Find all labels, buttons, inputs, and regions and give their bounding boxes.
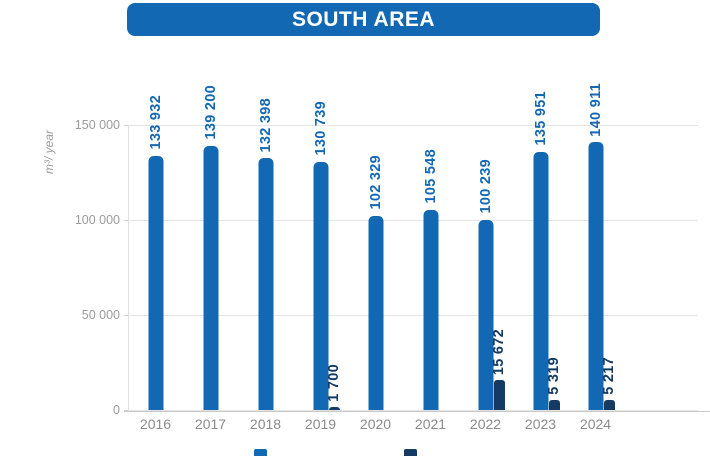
bar-main-2017 bbox=[203, 145, 218, 410]
bar-secondary-2024 bbox=[603, 400, 615, 410]
bar-group-2017: 139 200 bbox=[183, 85, 238, 410]
bar-secondary-2022 bbox=[493, 380, 505, 410]
gridline bbox=[128, 410, 698, 411]
bar-value-label-2016: 133 932 bbox=[147, 95, 164, 150]
bar-group-2016: 133 932 bbox=[128, 95, 183, 410]
bar-secondary-value-label-2023: 5 319 bbox=[546, 357, 562, 395]
x-axis-label-2020: 2020 bbox=[359, 416, 392, 432]
gridline bbox=[128, 315, 698, 316]
y-axis-line bbox=[128, 125, 129, 410]
bar-main-2022 bbox=[478, 219, 493, 410]
x-axis-label-2023: 2023 bbox=[524, 416, 557, 432]
x-axis-label-2016: 2016 bbox=[139, 416, 172, 432]
x-axis-label-2019: 2019 bbox=[304, 416, 337, 432]
x-axis-label-2017: 2017 bbox=[194, 416, 227, 432]
bar-groups: 133 932 139 200 132 398 130 739 1 700 102 329… bbox=[128, 83, 623, 410]
gridline bbox=[128, 125, 698, 126]
bar-main-2020 bbox=[368, 215, 383, 410]
axis-tick-mark bbox=[124, 315, 128, 316]
bar-main-2019 bbox=[313, 161, 328, 410]
x-axis-label-2018: 2018 bbox=[249, 416, 282, 432]
chart-title-banner: SOUTH AREA bbox=[127, 3, 600, 36]
bar-group-2022: 100 239 15 672 bbox=[458, 125, 513, 410]
legend-series-1-swatch bbox=[254, 449, 267, 456]
bar-value-label-2023: 135 951 bbox=[532, 91, 549, 146]
bar-main-2016 bbox=[148, 155, 163, 410]
bar-group-2020: 102 329 bbox=[348, 125, 403, 410]
axis-tick-mark bbox=[124, 220, 128, 221]
bar-group-2024: 140 911 5 217 bbox=[568, 83, 623, 410]
x-axis-category-labels: 2016 2017 2018 2019 2020 2021 2022 2023 2024 bbox=[128, 416, 623, 432]
bar-secondary-2019 bbox=[328, 406, 340, 410]
bar-group-2019: 130 739 1 700 bbox=[293, 101, 348, 410]
bar-secondary-value-label-2022: 15 672 bbox=[491, 329, 507, 376]
bar-group-2021: 105 548 bbox=[403, 125, 458, 410]
y-axis-tick-label: 0 bbox=[113, 403, 120, 417]
bar-value-label-2017: 139 200 bbox=[202, 85, 219, 140]
x-axis-label-2024: 2024 bbox=[579, 416, 612, 432]
bar-value-label-2018: 132 398 bbox=[257, 97, 274, 153]
bar-value-label-2024: 140 911 bbox=[587, 82, 604, 137]
bar-group-2023: 135 951 5 319 bbox=[513, 91, 568, 410]
bar-secondary-value-label-2019: 1 700 bbox=[326, 363, 342, 402]
y-axis-tick-label: 50 000 bbox=[81, 308, 120, 322]
bar-secondary-2023 bbox=[548, 399, 560, 410]
bar-value-label-2020: 102 329 bbox=[367, 155, 384, 210]
chart-title: SOUTH AREA bbox=[291, 7, 436, 31]
bar-group-2018: 132 398 bbox=[238, 98, 293, 410]
x-axis-label-2021: 2021 bbox=[414, 416, 447, 432]
legend-series-2-swatch bbox=[404, 449, 417, 456]
bar-value-label-2022: 100 239 bbox=[477, 159, 494, 214]
bar-value-label-2019: 130 739 bbox=[312, 101, 329, 156]
x-axis-label-2022: 2022 bbox=[469, 416, 502, 432]
y-axis-tick-label: 100 000 bbox=[74, 213, 120, 227]
y-axis-tick-label: 150 000 bbox=[74, 118, 120, 132]
bar-main-2021 bbox=[423, 209, 438, 410]
axis-tick-mark bbox=[124, 125, 128, 126]
y-axis-title: m³/ year bbox=[42, 129, 56, 174]
bar-main-2024 bbox=[588, 142, 603, 410]
x-axis-line bbox=[124, 411, 710, 412]
plot-area: 133 932 139 200 132 398 130 739 1 700 102 329… bbox=[124, 83, 710, 412]
bar-value-label-2021: 105 548 bbox=[422, 148, 439, 204]
axis-tick-mark bbox=[124, 410, 128, 411]
bar-main-2018 bbox=[258, 158, 273, 410]
bar-main-2023 bbox=[533, 151, 548, 410]
bar-secondary-value-label-2024: 5 217 bbox=[601, 357, 617, 396]
gridline bbox=[128, 220, 698, 221]
